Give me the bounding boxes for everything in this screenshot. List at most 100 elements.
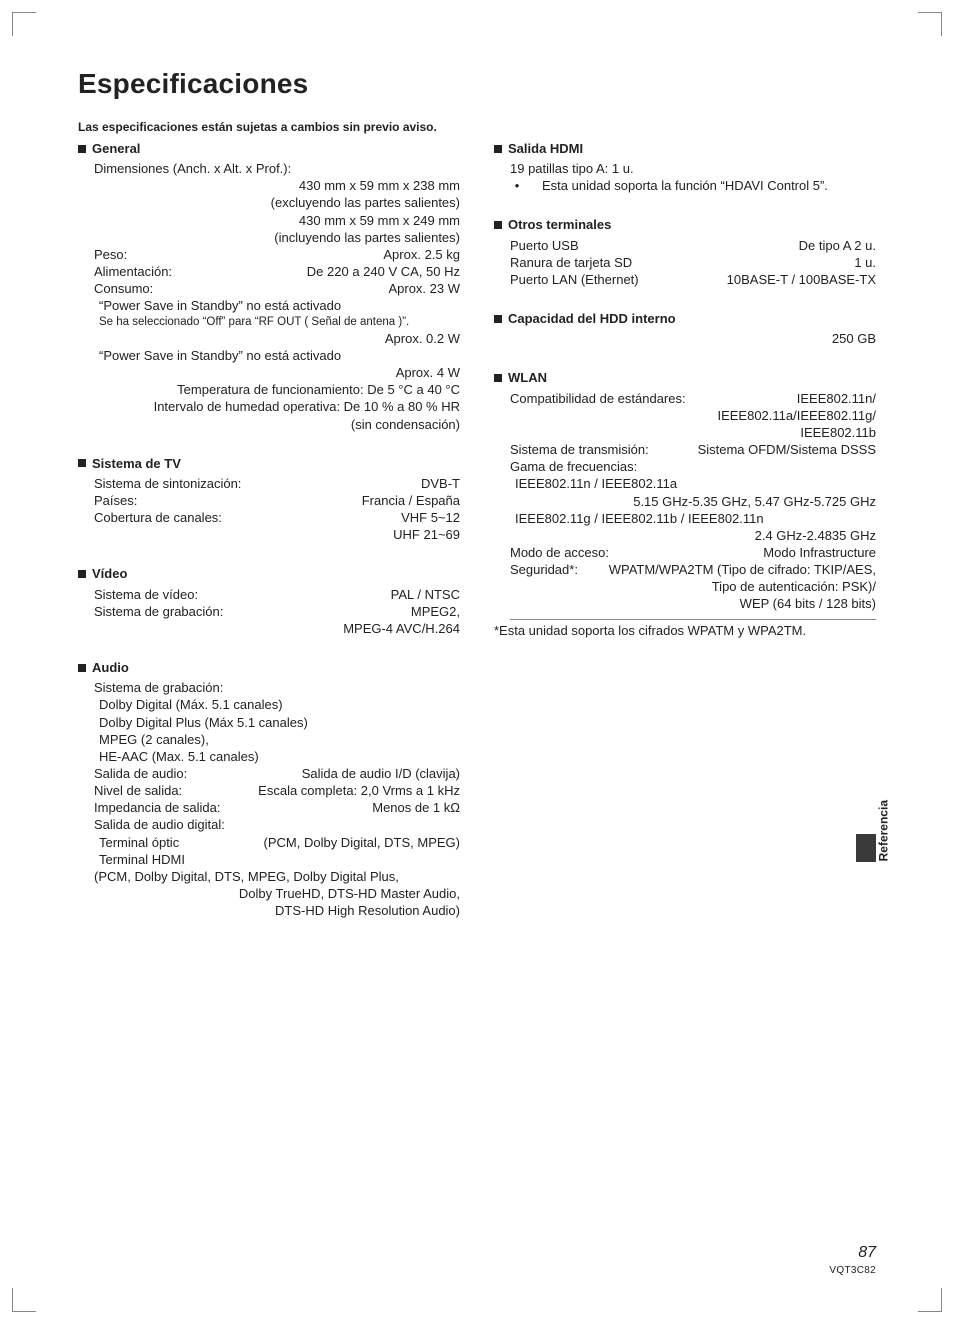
section-other-terminals: Otros terminales Puerto USB De tipo A 2 u… [494, 216, 876, 288]
spec-label: Países: [94, 492, 137, 509]
spec-value: MPEG2, [411, 603, 460, 620]
section-heading: Otros terminales [508, 216, 611, 233]
spec-line: Intervalo de humedad operativa: De 10 % … [94, 398, 460, 415]
bullet-icon [494, 221, 502, 229]
spec-label: Alimentación: [94, 263, 172, 280]
spec-value: 2.4 GHz-2.4835 GHz [510, 527, 876, 544]
spec-label: Sistema de sintonización: [94, 475, 241, 492]
spec-label: Impedancia de salida: [94, 799, 220, 816]
spec-value: 1 u. [854, 254, 876, 271]
spec-label: Consumo: [94, 280, 153, 297]
spec-value: De tipo A 2 u. [799, 237, 876, 254]
side-tab-label: Referencia [876, 800, 890, 861]
left-column: General Dimensiones (Anch. x Alt. x Prof… [78, 140, 460, 941]
content-columns: General Dimensiones (Anch. x Alt. x Prof… [78, 140, 876, 941]
spec-label: Gama de frecuencias: [510, 458, 876, 475]
spec-label: Terminal óptic [99, 834, 179, 851]
bullet-icon [494, 374, 502, 382]
spec-label: Ranura de tarjeta SD [510, 254, 632, 271]
divider [510, 619, 876, 620]
spec-value: Escala completa: 2,0 Vrms a 1 kHz [258, 782, 460, 799]
section-wlan: WLAN Compatibilidad de estándares:IEEE80… [494, 369, 876, 638]
bullet-icon [78, 570, 86, 578]
crop-mark [918, 12, 942, 36]
spec-value: Sistema OFDM/Sistema DSSS [698, 441, 876, 458]
spec-value: IEEE802.11b [510, 424, 876, 441]
spec-note: “Power Save in Standby” no está activado [94, 297, 460, 314]
spec-value: WPATM/WPA2TM (Tipo de cifrado: TKIP/AES, [609, 561, 876, 578]
spec-value: Menos de 1 kΩ [372, 799, 460, 816]
spec-line: Temperatura de funcionamiento: De 5 °C a… [94, 381, 460, 398]
crop-mark [12, 1288, 36, 1312]
section-video: Vídeo Sistema de vídeo:PAL / NTSC Sistem… [78, 565, 460, 637]
spec-note: Se ha seleccionado “Off” para “RF OUT ( … [94, 315, 460, 330]
spec-value: 5.15 GHz-5.35 GHz, 5.47 GHz-5.725 GHz [510, 493, 876, 510]
spec-label: Sistema de vídeo: [94, 586, 198, 603]
crop-mark [12, 12, 36, 36]
bullet-icon [494, 315, 502, 323]
spec-value: 430 mm x 59 mm x 238 mm [94, 177, 460, 194]
spec-label: Terminal HDMI [94, 851, 460, 868]
spec-value: DTS-HD High Resolution Audio) [94, 902, 460, 919]
bullet-icon [494, 145, 502, 153]
spec-value: 250 GB [510, 330, 876, 347]
section-heading: General [92, 140, 140, 157]
spec-value: Francia / España [362, 492, 460, 509]
section-heading: Vídeo [92, 565, 127, 582]
spec-value: Aprox. 23 W [388, 280, 460, 297]
spec-value: Tipo de autenticación: PSK)/ [510, 578, 876, 595]
spec-value: Dolby TrueHD, DTS-HD Master Audio, [94, 885, 460, 902]
spec-note: (sin condensación) [94, 416, 460, 433]
spec-value: WEP (64 bits / 128 bits) [510, 595, 876, 612]
section-heading: WLAN [508, 369, 547, 386]
bullet-icon [78, 459, 86, 467]
spec-label: Puerto LAN (Ethernet) [510, 271, 639, 288]
spec-note: Esta unidad soporta la función “HDAVI Co… [524, 177, 828, 194]
crop-mark [918, 1288, 942, 1312]
spec-value: IEEE802.11n/ [797, 390, 876, 407]
spec-label: Modo de acceso: [510, 544, 609, 561]
spec-value: Modo Infrastructure [763, 544, 876, 561]
side-tab-block [856, 834, 876, 862]
spec-value: Aprox. 0.2 W [94, 330, 460, 347]
spec-value: MPEG-4 AVC/H.264 [94, 620, 460, 637]
page: Especificaciones Las especificaciones es… [0, 0, 954, 1324]
spec-value: IEEE802.11a/IEEE802.11g/ [510, 407, 876, 424]
spec-value: VHF 5~12 [401, 509, 460, 526]
page-number: 87 [829, 1244, 876, 1262]
bullet-icon [78, 145, 86, 153]
spec-value: 430 mm x 59 mm x 249 mm [94, 212, 460, 229]
page-title: Especificaciones [78, 68, 876, 100]
bullet-icon [78, 664, 86, 672]
spec-label: Sistema de grabación: [94, 603, 223, 620]
section-hdd: Capacidad del HDD interno 250 GB [494, 310, 876, 347]
spec-line: IEEE802.11n / IEEE802.11a [510, 475, 876, 492]
section-heading: Capacidad del HDD interno [508, 310, 676, 327]
spec-line: IEEE802.11g / IEEE802.11b / IEEE802.11n [510, 510, 876, 527]
spec-value: De 220 a 240 V CA, 50 Hz [307, 263, 460, 280]
section-heading: Audio [92, 659, 129, 676]
spec-label: Nivel de salida: [94, 782, 182, 799]
page-footer: 87 VQT3C82 [829, 1244, 876, 1276]
spec-label: Sistema de transmisión: [510, 441, 649, 458]
dot-icon: • [510, 177, 524, 194]
spec-label: Compatibilidad de estándares: [510, 390, 686, 407]
spec-value: Aprox. 4 W [94, 364, 460, 381]
spec-value: HE-AAC (Max. 5.1 canales) [94, 748, 460, 765]
right-column: Salida HDMI 19 patillas tipo A: 1 u. •Es… [494, 140, 876, 941]
spec-value: DVB-T [421, 475, 460, 492]
footnote: *Esta unidad soporta los cifrados WPATM … [494, 622, 876, 639]
section-heading: Sistema de TV [92, 455, 181, 472]
spec-value: MPEG (2 canales), [94, 731, 460, 748]
spec-label: Sistema de grabación: [94, 679, 460, 696]
spec-value: (PCM, Dolby Digital, DTS, MPEG, Dolby Di… [94, 868, 460, 885]
section-hdmi: Salida HDMI 19 patillas tipo A: 1 u. •Es… [494, 140, 876, 194]
spec-line: 19 patillas tipo A: 1 u. [510, 160, 876, 177]
side-tab: Referencia [854, 746, 876, 858]
spec-note: (excluyendo las partes salientes) [94, 194, 460, 211]
spec-label: Puerto USB [510, 237, 579, 254]
spec-label: Dimensiones (Anch. x Alt. x Prof.): [94, 160, 460, 177]
doc-code: VQT3C82 [829, 1265, 876, 1276]
spec-label: Seguridad*: [510, 561, 578, 578]
subtitle: Las especificaciones están sujetas a cam… [78, 120, 876, 134]
